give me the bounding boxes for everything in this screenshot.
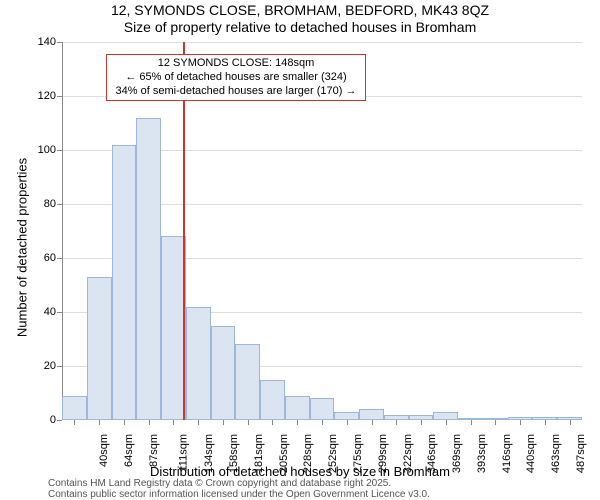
callout-line-2: ← 65% of detached houses are smaller (32… bbox=[111, 71, 361, 85]
x-tick bbox=[198, 420, 199, 425]
y-tick-label: 140 bbox=[26, 36, 56, 48]
x-tick bbox=[520, 420, 521, 425]
histogram-bar bbox=[112, 145, 137, 420]
histogram-bar bbox=[285, 396, 310, 420]
x-tick bbox=[471, 420, 472, 425]
histogram-bar bbox=[359, 409, 384, 420]
plot-area: 02040608010012014040sqm64sqm87sqm111sqm1… bbox=[62, 42, 582, 420]
histogram-bar bbox=[211, 326, 236, 421]
footer-line-2: Contains public sector information licen… bbox=[48, 489, 430, 500]
x-tick bbox=[248, 420, 249, 425]
y-tick-label: 40 bbox=[26, 306, 56, 318]
histogram-bar bbox=[433, 412, 458, 420]
callout-line-1: 12 SYMONDS CLOSE: 148sqm bbox=[111, 57, 361, 71]
histogram-bar bbox=[62, 396, 87, 420]
x-tick-label: 64sqm bbox=[123, 434, 135, 467]
histogram-bar bbox=[260, 380, 285, 421]
chart-container: 12, SYMONDS CLOSE, BROMHAM, BEDFORD, MK4… bbox=[0, 0, 600, 500]
callout-box: 12 SYMONDS CLOSE: 148sqm← 65% of detache… bbox=[106, 54, 366, 101]
y-tick-label: 80 bbox=[26, 198, 56, 210]
x-tick bbox=[421, 420, 422, 425]
x-tick bbox=[99, 420, 100, 425]
x-tick bbox=[570, 420, 571, 425]
x-tick bbox=[446, 420, 447, 425]
y-axis bbox=[62, 42, 63, 420]
histogram-bar bbox=[235, 344, 260, 420]
x-axis-label: Distribution of detached houses by size … bbox=[0, 464, 600, 479]
x-tick-label: 87sqm bbox=[148, 434, 160, 467]
x-tick bbox=[396, 420, 397, 425]
x-tick bbox=[372, 420, 373, 425]
histogram-bar bbox=[334, 412, 359, 420]
histogram-bar bbox=[310, 398, 335, 420]
x-tick-label: 40sqm bbox=[98, 434, 110, 467]
gridline bbox=[62, 42, 582, 43]
histogram-bar bbox=[161, 236, 186, 420]
histogram-bar bbox=[186, 307, 211, 420]
chart-title: 12, SYMONDS CLOSE, BROMHAM, BEDFORD, MK4… bbox=[0, 2, 600, 18]
x-tick bbox=[495, 420, 496, 425]
histogram-bar bbox=[87, 277, 112, 420]
x-tick bbox=[149, 420, 150, 425]
y-tick-label: 0 bbox=[26, 414, 56, 426]
x-tick bbox=[173, 420, 174, 425]
chart-subtitle: Size of property relative to detached ho… bbox=[0, 19, 600, 35]
histogram-bar bbox=[136, 118, 161, 420]
x-tick bbox=[322, 420, 323, 425]
y-tick-label: 60 bbox=[26, 252, 56, 264]
x-tick bbox=[272, 420, 273, 425]
y-tick bbox=[57, 420, 62, 421]
callout-line-3: 34% of semi-detached houses are larger (… bbox=[111, 85, 361, 99]
y-tick-label: 100 bbox=[26, 144, 56, 156]
footer-attribution: Contains HM Land Registry data © Crown c… bbox=[48, 478, 430, 500]
x-tick bbox=[74, 420, 75, 425]
x-tick bbox=[347, 420, 348, 425]
x-tick bbox=[223, 420, 224, 425]
x-tick bbox=[124, 420, 125, 425]
x-tick bbox=[297, 420, 298, 425]
footer-line-1: Contains HM Land Registry data © Crown c… bbox=[48, 478, 391, 489]
y-tick-label: 20 bbox=[26, 360, 56, 372]
x-tick bbox=[545, 420, 546, 425]
y-tick-label: 120 bbox=[26, 90, 56, 102]
